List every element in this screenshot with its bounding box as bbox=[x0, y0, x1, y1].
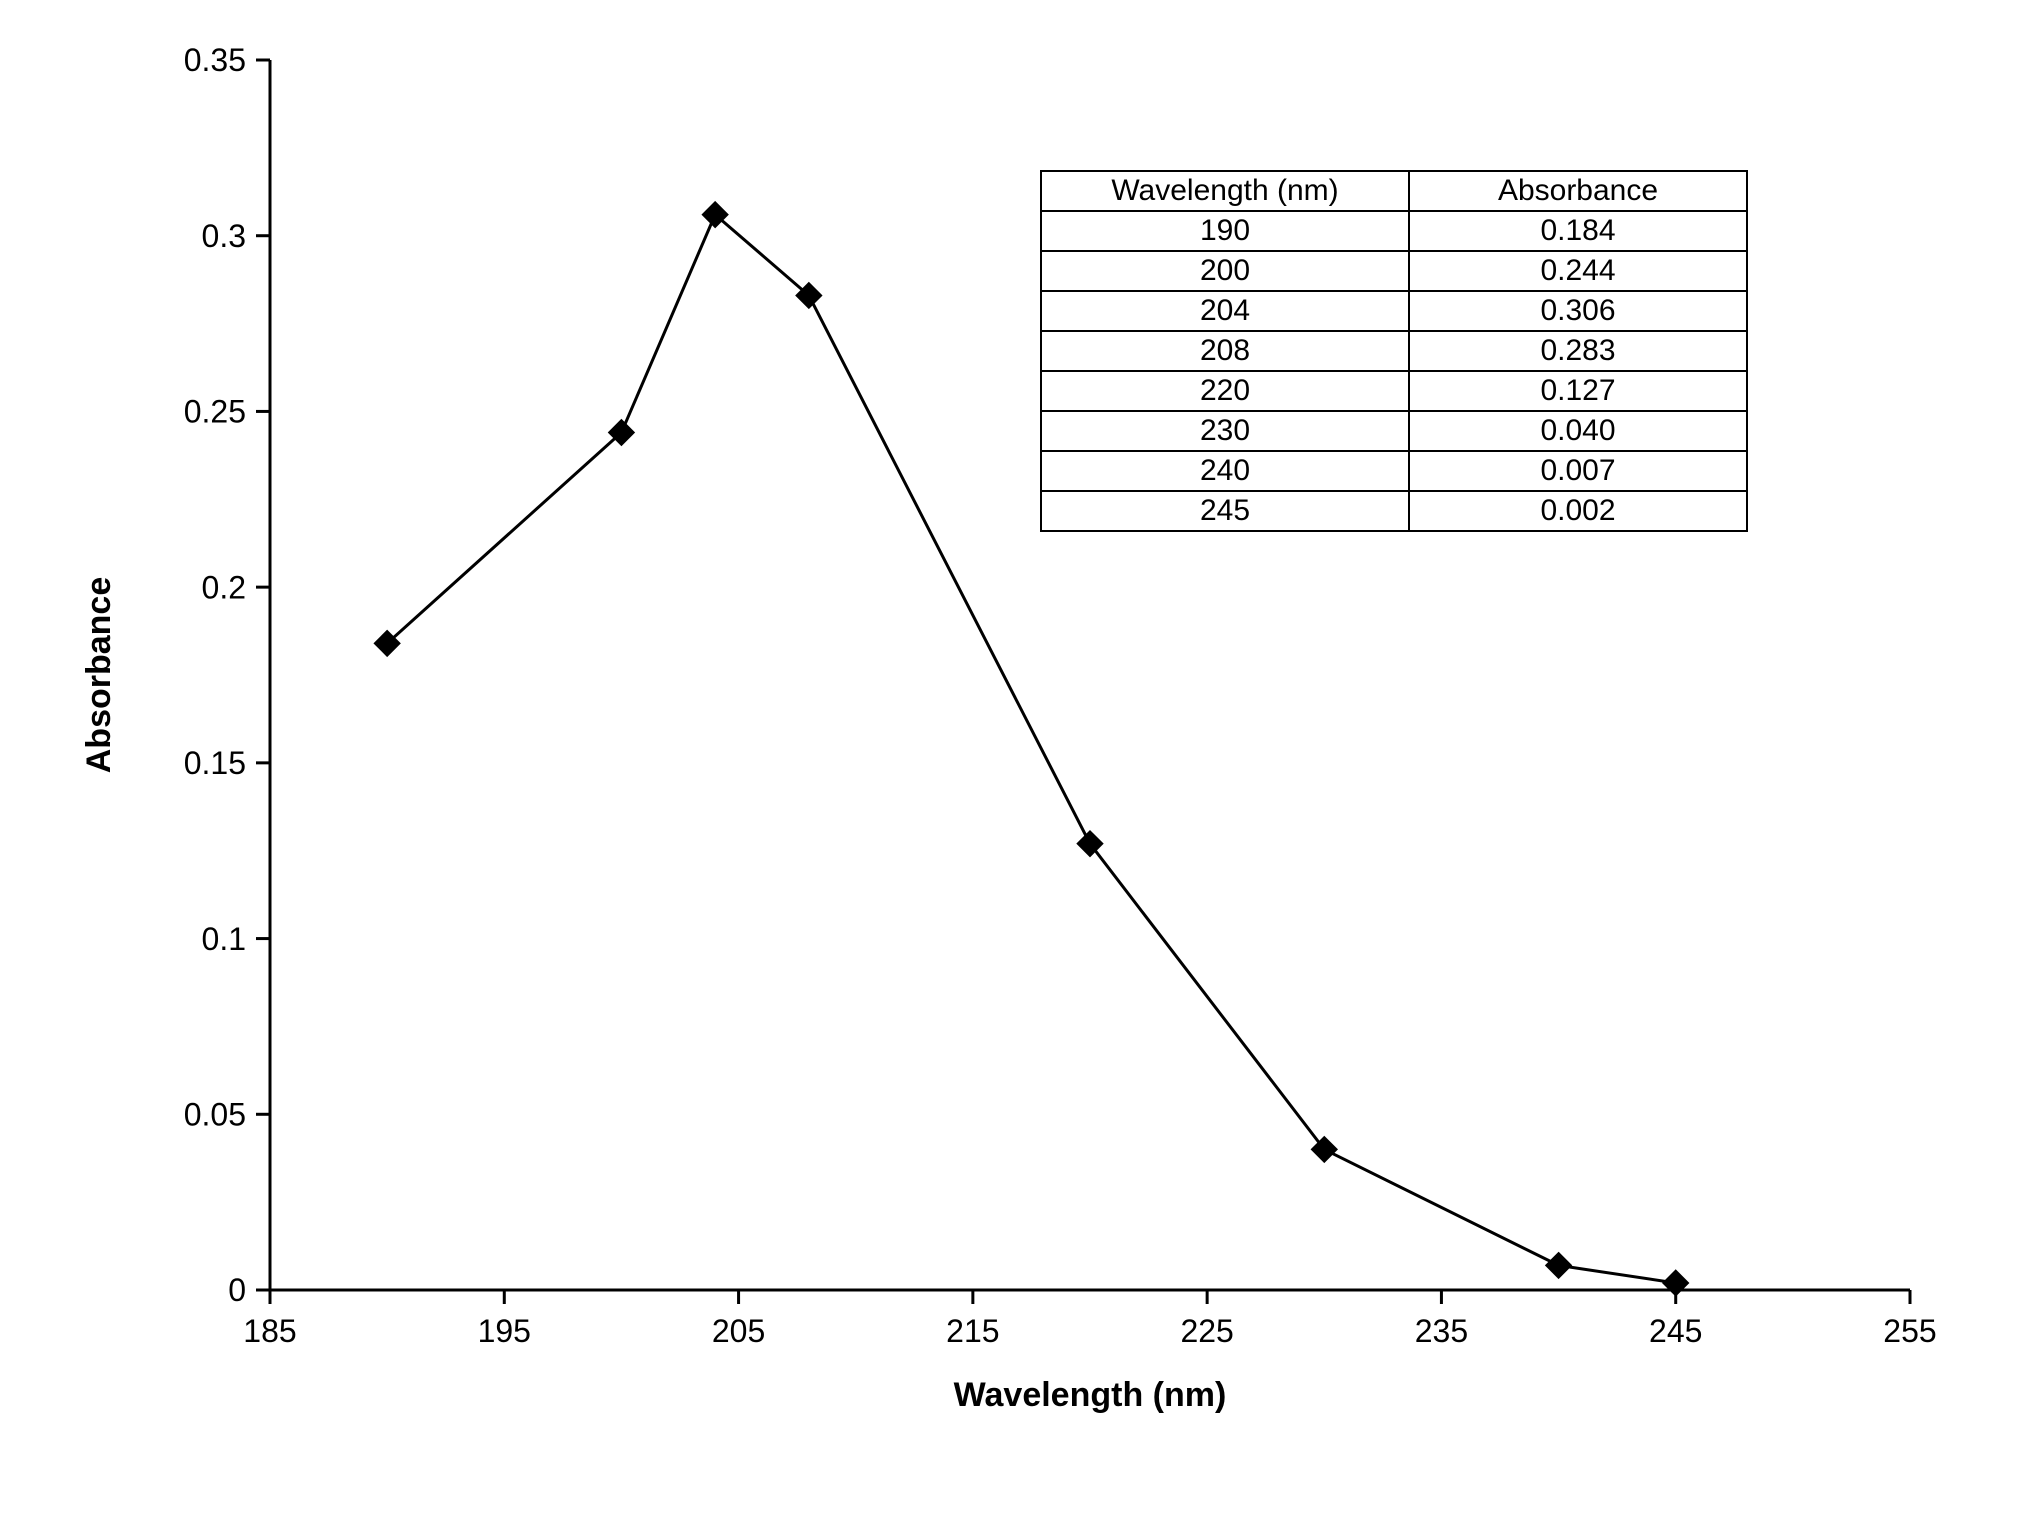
x-tick-label: 225 bbox=[1180, 1313, 1233, 1349]
table-cell: 190 bbox=[1041, 211, 1409, 251]
table-row: 2080.283 bbox=[1041, 331, 1747, 371]
table-cell: 230 bbox=[1041, 411, 1409, 451]
x-axis-label: Wavelength (nm) bbox=[954, 1376, 1227, 1414]
y-tick-label: 0.05 bbox=[184, 1096, 246, 1132]
table-cell: 204 bbox=[1041, 291, 1409, 331]
table-row: 1900.184 bbox=[1041, 211, 1747, 251]
table-cell: 0.184 bbox=[1409, 211, 1747, 251]
table-cell: 0.306 bbox=[1409, 291, 1747, 331]
data-marker bbox=[1311, 1136, 1337, 1162]
y-tick-label: 0.3 bbox=[202, 218, 246, 254]
y-tick-label: 0.15 bbox=[184, 745, 246, 781]
x-tick-label: 235 bbox=[1415, 1313, 1468, 1349]
table-cell: 0.127 bbox=[1409, 371, 1747, 411]
x-tick-label: 245 bbox=[1649, 1313, 1702, 1349]
table-cell: 0.040 bbox=[1409, 411, 1747, 451]
x-tick-label: 255 bbox=[1883, 1313, 1936, 1349]
table-cell: 200 bbox=[1041, 251, 1409, 291]
table-cell: 240 bbox=[1041, 451, 1409, 491]
table-row: 2000.244 bbox=[1041, 251, 1747, 291]
x-tick-label: 185 bbox=[243, 1313, 296, 1349]
table-cell: 220 bbox=[1041, 371, 1409, 411]
table-cell: 208 bbox=[1041, 331, 1409, 371]
table-row: 2200.127 bbox=[1041, 371, 1747, 411]
page: 185 195 205 215 225 235 245 255 0 0.05 0.1 0.15 0.2 0… bbox=[0, 0, 2020, 1515]
table-header-row: Wavelength (nm)Absorbance bbox=[1041, 171, 1747, 211]
table-row: 2040.306 bbox=[1041, 291, 1747, 331]
table-row: 2300.040 bbox=[1041, 411, 1747, 451]
table-cell: 0.244 bbox=[1409, 251, 1747, 291]
data-marker bbox=[1077, 831, 1103, 857]
y-tick-label: 0.25 bbox=[184, 394, 246, 430]
table-cell: 0.002 bbox=[1409, 491, 1747, 531]
data-table: Wavelength (nm)Absorbance1900.1842000.24… bbox=[1040, 170, 1748, 532]
x-tick-label: 195 bbox=[478, 1313, 531, 1349]
chart-container: 185 195 205 215 225 235 245 255 0 0.05 0.1 0.15 0.2 0… bbox=[60, 30, 1960, 1470]
table-cell: 0.007 bbox=[1409, 451, 1747, 491]
table-header-cell: Wavelength (nm) bbox=[1041, 171, 1409, 211]
x-tick-label: 215 bbox=[946, 1313, 999, 1349]
y-tick-label: 0 bbox=[228, 1272, 246, 1308]
data-marker bbox=[1546, 1252, 1572, 1278]
table-row: 2450.002 bbox=[1041, 491, 1747, 531]
y-axis-label: Absorbance bbox=[80, 577, 118, 774]
data-marker bbox=[1663, 1270, 1689, 1296]
y-tick-label: 0.1 bbox=[202, 921, 246, 957]
table-cell: 0.283 bbox=[1409, 331, 1747, 371]
table-row: 2400.007 bbox=[1041, 451, 1747, 491]
y-tick-label: 0.35 bbox=[184, 42, 246, 78]
x-tick-label: 205 bbox=[712, 1313, 765, 1349]
y-tick-label: 0.2 bbox=[202, 569, 246, 605]
table-header-cell: Absorbance bbox=[1409, 171, 1747, 211]
table-cell: 245 bbox=[1041, 491, 1409, 531]
